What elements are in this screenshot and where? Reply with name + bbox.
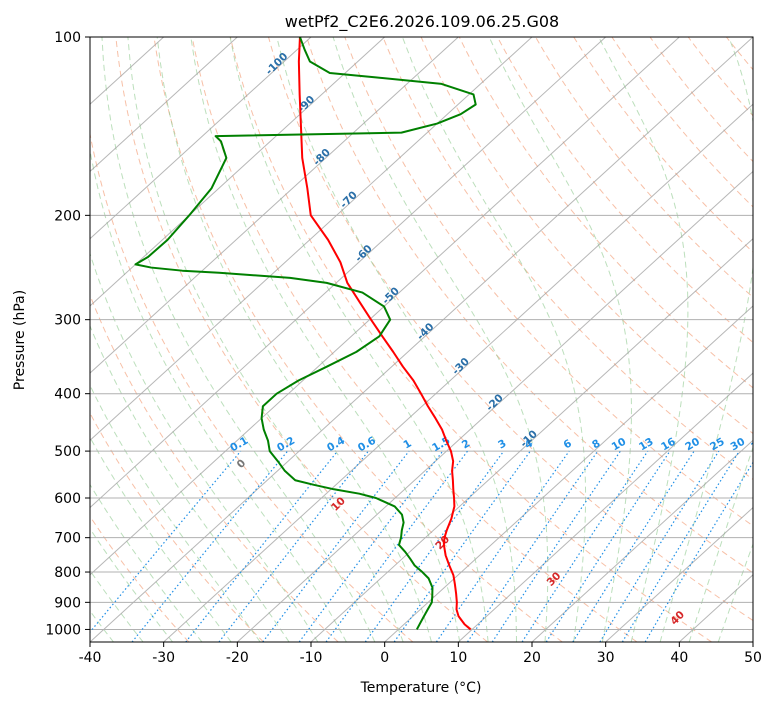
moist-adiabat-line — [90, 324, 290, 642]
y-axis-label: Pressure (hPa) — [12, 290, 28, 390]
dry-adiabat-line — [191, 37, 638, 642]
moist-adiabat-line — [598, 37, 689, 642]
temperature-profile-line — [297, 37, 472, 631]
isotherm-line — [90, 37, 238, 173]
moist-adiabat-line — [488, 37, 632, 642]
moist-adiabat-line — [90, 527, 173, 642]
mixing-ratio-line — [393, 450, 531, 642]
isotherm-line — [90, 37, 459, 374]
moist-adiabat-line — [332, 37, 549, 642]
moist-adiabat-line — [90, 384, 261, 642]
x-tick-label: 50 — [744, 650, 762, 666]
isotherm-line — [90, 37, 312, 240]
x-tick-label: -10 — [300, 650, 323, 666]
isotherm-line — [90, 37, 386, 307]
moist-adiabat-line — [90, 436, 232, 642]
moist-adiabat-line — [688, 445, 753, 642]
moist-adiabat-line — [90, 147, 347, 642]
isotherm-line — [384, 305, 753, 642]
dry-adiabat-line — [90, 293, 339, 642]
x-tick-label: 20 — [523, 650, 541, 666]
dry-adiabat-line — [382, 37, 753, 481]
y-tick-label: 200 — [54, 208, 81, 224]
moist-adiabat-line — [90, 252, 319, 642]
y-tick-label: 500 — [54, 444, 81, 460]
plot-frame — [89, 36, 754, 643]
moist-adiabat-line — [401, 37, 587, 642]
mixing-ratio-line — [90, 450, 242, 633]
mixing-ratio-line — [364, 450, 505, 642]
dry-adiabat-line — [344, 37, 753, 527]
mixing-ratio-line — [599, 450, 720, 642]
isotherm-line — [236, 170, 753, 642]
x-tick-label: 10 — [449, 650, 467, 666]
isotherm-line — [605, 506, 753, 642]
moist-adiabat-line — [101, 37, 376, 642]
chart-title: wetPf2_C2E6.2026.109.06.25.G08 — [285, 12, 559, 32]
y-tick-label: 300 — [54, 313, 81, 329]
dewpoint-profile-line — [134, 37, 477, 630]
mixing-ratio-line — [467, 450, 599, 642]
isotherm-line — [90, 37, 680, 576]
x-tick-label: -30 — [152, 650, 175, 666]
moist-adiabat-line — [717, 542, 753, 642]
mixing-ratio-line — [218, 450, 369, 642]
dry-adiabat-line — [90, 131, 414, 642]
moist-adiabat-line — [90, 569, 144, 642]
isotherm-line — [310, 237, 753, 642]
moist-adiabat-line — [156, 37, 432, 642]
y-tick-label: 800 — [54, 565, 81, 581]
y-tick-label: 400 — [54, 387, 81, 403]
dry-adiabat-line — [573, 37, 753, 253]
isotherm-line — [163, 103, 753, 642]
isotherm-line — [457, 372, 753, 642]
moist-adiabat-line — [90, 483, 203, 642]
mixing-ratio-line — [644, 461, 753, 642]
dry-adiabat-line — [153, 37, 563, 642]
dry-adiabat-line — [115, 37, 488, 642]
mixing-ratio-line — [621, 450, 740, 642]
x-tick-label: 0 — [380, 650, 389, 666]
y-tick-label: 700 — [54, 531, 81, 547]
dry-adiabat-line — [268, 37, 753, 622]
isotherm-line — [90, 37, 607, 509]
mixing-ratio-label: 36 — [749, 436, 768, 454]
dry-adiabat-line — [458, 37, 753, 389]
x-tick-label: 40 — [670, 650, 688, 666]
x-tick-label: -40 — [79, 650, 102, 666]
plot-area: 0.10.20.40.611.52346810131620253036-100-… — [90, 37, 768, 642]
moist-adiabat-line — [229, 37, 489, 642]
dry-adiabat-line — [90, 412, 264, 642]
dry-adiabat-line — [420, 37, 753, 435]
isotherm-line — [90, 37, 753, 642]
mixing-ratio-line — [131, 450, 289, 642]
mixing-ratio-line — [572, 450, 695, 642]
y-tick-label: 1000 — [45, 622, 81, 638]
y-tick-label: 600 — [54, 491, 81, 507]
mixing-ratio-line — [545, 450, 671, 642]
y-tick-label: 100 — [54, 30, 81, 46]
moist-adiabat-line — [127, 37, 404, 642]
isotherm-line — [531, 439, 753, 642]
moist-adiabat-line — [659, 37, 753, 642]
moist-adiabat-line — [276, 37, 518, 642]
isotherm-line — [90, 37, 533, 442]
y-tick-label: 900 — [54, 595, 81, 611]
dry-adiabat-line — [306, 37, 753, 574]
mixing-ratio-line — [185, 450, 339, 642]
x-tick-label: 30 — [597, 650, 615, 666]
dry-adiabat-line — [496, 37, 753, 344]
axes: -40 -30 -20 -10 0 10 20 30 40 50 1000 900 800 700 600 5… — [45, 30, 762, 666]
mixing-ratio-line — [262, 450, 410, 642]
x-axis-label: Temperature (°C) — [360, 680, 482, 696]
moist-adiabat-line — [190, 37, 461, 642]
x-tick-label: -20 — [226, 650, 249, 666]
dry-adiabat-line — [649, 37, 753, 163]
